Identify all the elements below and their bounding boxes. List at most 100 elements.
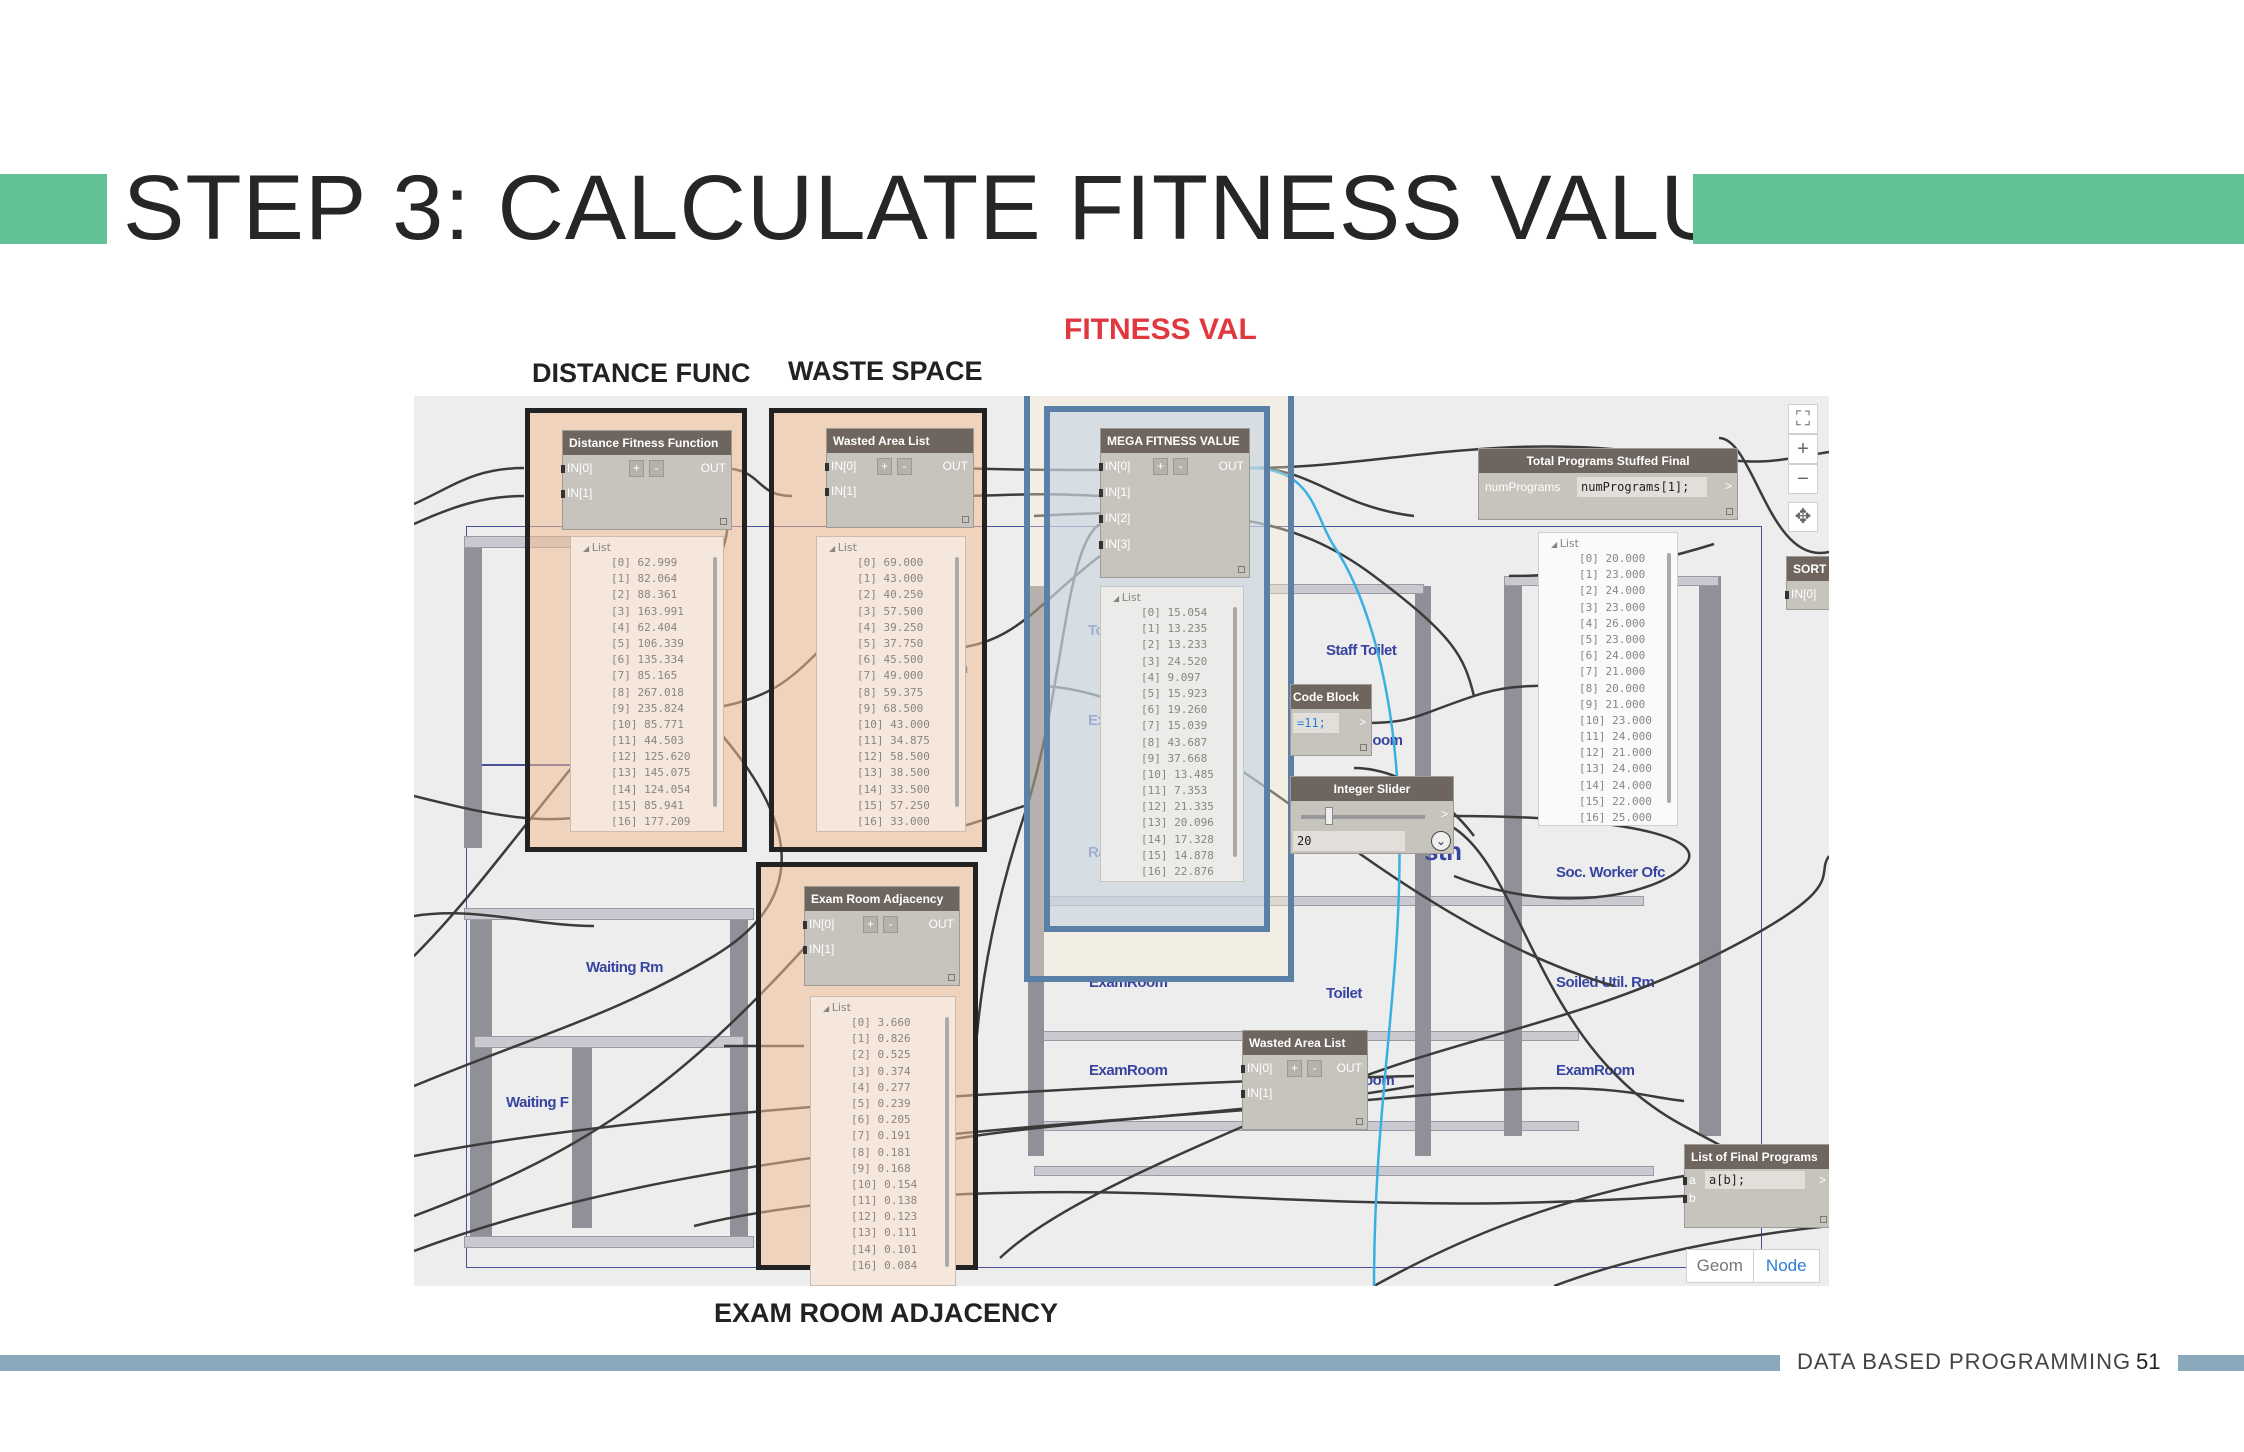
remove-input-button[interactable]: - xyxy=(1307,1060,1322,1077)
node-resize-handle[interactable] xyxy=(1360,744,1367,751)
node-sort[interactable]: SORT IN[0] xyxy=(1784,556,1829,610)
input-port[interactable]: IN[1] xyxy=(1098,485,1131,499)
list-item: [10] 13.485 xyxy=(1141,767,1214,781)
remove-input-button[interactable]: - xyxy=(649,460,664,477)
node-wasted-area-list-2[interactable]: Wasted Area List IN[0] IN[1] + - OUT xyxy=(1240,1030,1368,1130)
list-item: [1] 0.826 xyxy=(851,1032,911,1046)
remove-input-button[interactable]: - xyxy=(1173,458,1188,475)
list-scrollbar[interactable] xyxy=(713,557,717,807)
output-port[interactable]: OUT xyxy=(1336,1061,1362,1075)
list-item: [2] 13.233 xyxy=(1141,638,1208,652)
zoom-in-button[interactable]: + xyxy=(1788,434,1818,464)
code-block-input[interactable]: a[b]; xyxy=(1705,1171,1805,1189)
add-input-button[interactable]: + xyxy=(863,916,878,933)
list-item: [9] 235.824 xyxy=(611,701,684,715)
list-item: [7] 21.000 xyxy=(1579,665,1646,679)
list-item: [5] 15.923 xyxy=(1141,686,1208,700)
input-port[interactable]: IN[0] xyxy=(802,917,835,931)
output-port[interactable]: OUT xyxy=(1218,459,1244,473)
output-port[interactable]: > xyxy=(1818,1173,1826,1187)
input-port[interactable]: IN[0] xyxy=(1784,587,1817,601)
node-resize-handle[interactable] xyxy=(1726,508,1733,515)
output-port[interactable]: > xyxy=(1724,479,1732,493)
code-block-input[interactable]: numPrograms[1]; xyxy=(1577,477,1707,497)
input-port[interactable]: IN[0] xyxy=(824,459,857,473)
list-preview-wasted[interactable]: List [0] 69.000 [1] 43.000 [2] 40.250 [3] 5… xyxy=(816,536,966,832)
node-title: Distance Fitness Function xyxy=(563,431,731,455)
output-port[interactable]: OUT xyxy=(942,459,968,473)
list-items: [0] 15.054 [1] 13.235 [2] 13.233 [3] 24.520… xyxy=(1101,605,1243,880)
node-distance-fitness[interactable]: Distance Fitness Function IN[0] IN[1] + … xyxy=(560,430,732,530)
input-port[interactable]: IN[1] xyxy=(560,486,593,500)
list-item: [7] 15.039 xyxy=(1141,719,1208,733)
add-input-button[interactable]: + xyxy=(877,458,892,475)
add-input-button[interactable]: + xyxy=(629,460,644,477)
node-resize-handle[interactable] xyxy=(948,974,955,981)
input-port[interactable]: IN[0] xyxy=(1098,459,1131,473)
list-item: [6] 24.000 xyxy=(1579,649,1646,663)
label-exam-room-adjacency: EXAM ROOM ADJACENCY xyxy=(714,1298,1059,1328)
node-mega-fitness-value[interactable]: MEGA FITNESS VALUE IN[0] IN[1] IN[2] IN[… xyxy=(1098,428,1250,578)
add-input-button[interactable]: + xyxy=(1153,458,1168,475)
output-port[interactable]: > xyxy=(1440,807,1448,821)
node-code-block[interactable]: Code Block =11; > xyxy=(1290,684,1372,756)
list-item: [15] 85.941 xyxy=(611,798,684,812)
node-resize-handle[interactable] xyxy=(962,516,969,523)
list-item: [5] 0.239 xyxy=(851,1096,911,1110)
list-scrollbar[interactable] xyxy=(945,1017,949,1267)
list-scrollbar[interactable] xyxy=(1667,553,1671,803)
list-item: [14] 17.328 xyxy=(1141,832,1214,846)
code-block-input[interactable]: =11; xyxy=(1293,713,1339,733)
input-port[interactable]: IN[2] xyxy=(1098,511,1131,525)
node-canvas[interactable]: Staff Toilet Room Waiting Rm Waiting F E… xyxy=(414,396,1829,1286)
output-port[interactable]: > xyxy=(1358,715,1366,729)
remove-input-button[interactable]: - xyxy=(883,916,898,933)
footer-bar-left xyxy=(0,1355,1780,1371)
input-port[interactable]: IN[1] xyxy=(1240,1086,1273,1100)
input-port[interactable]: a xyxy=(1683,1173,1696,1187)
slider-value-field[interactable]: 20 xyxy=(1293,831,1405,851)
list-item: [16] 25.000 xyxy=(1579,811,1652,824)
add-input-button[interactable]: + xyxy=(1287,1060,1302,1077)
input-port[interactable]: IN[0] xyxy=(560,461,593,475)
view-toggle[interactable]: Geom Node xyxy=(1686,1249,1820,1283)
slider-thumb[interactable] xyxy=(1325,807,1333,825)
list-item: [8] 0.181 xyxy=(851,1145,911,1159)
geom-view-button[interactable]: Geom xyxy=(1687,1250,1754,1282)
node-resize-handle[interactable] xyxy=(1356,1118,1363,1125)
remove-input-button[interactable]: - xyxy=(897,458,912,475)
pan-icon[interactable]: ✥ xyxy=(1788,502,1818,532)
list-item: [13] 24.000 xyxy=(1579,762,1652,776)
list-item: [14] 33.500 xyxy=(857,782,930,796)
node-total-programs[interactable]: Total Programs Stuffed Final numPrograms… xyxy=(1478,448,1738,520)
input-port[interactable]: IN[1] xyxy=(802,942,835,956)
list-item: [13] 145.075 xyxy=(611,766,691,780)
list-preview-total[interactable]: List [0] 20.000 [1] 23.000 [2] 24.000 [3] 2… xyxy=(1538,532,1678,826)
input-port[interactable]: numPrograms xyxy=(1485,480,1561,494)
input-port[interactable]: IN[0] xyxy=(1240,1061,1273,1075)
list-scrollbar[interactable] xyxy=(955,557,959,807)
chevron-down-icon[interactable]: ⌄ xyxy=(1431,831,1451,851)
node-resize-handle[interactable] xyxy=(720,518,727,525)
output-port[interactable]: OUT xyxy=(700,461,726,475)
slider-track[interactable] xyxy=(1301,815,1425,819)
input-port[interactable]: IN[3] xyxy=(1098,537,1131,551)
output-port[interactable]: OUT xyxy=(928,917,954,931)
list-scrollbar[interactable] xyxy=(1233,607,1237,857)
list-preview-distance[interactable]: List [0] 62.999 [1] 82.064 [2] 88.361 [3] 1… xyxy=(570,536,724,832)
input-port[interactable]: b xyxy=(1683,1191,1696,1205)
node-wasted-area-list[interactable]: Wasted Area List IN[0] IN[1] + - OUT xyxy=(824,428,974,528)
zoom-out-button[interactable]: − xyxy=(1788,464,1818,494)
list-preview-exam[interactable]: List [0] 3.660 [1] 0.826 [2] 0.525 [3] 0.37… xyxy=(810,996,956,1286)
list-item: [12] 0.123 xyxy=(851,1210,918,1224)
node-resize-handle[interactable] xyxy=(1820,1216,1827,1223)
input-port[interactable]: IN[1] xyxy=(824,484,857,498)
node-list-of-final-programs[interactable]: List of Final Programs a b a[b]; > xyxy=(1683,1144,1829,1228)
node-resize-handle[interactable] xyxy=(1238,566,1245,573)
node-view-button[interactable]: Node xyxy=(1765,1256,1807,1275)
list-preview-mega[interactable]: List [0] 15.054 [1] 13.235 [2] 13.233 [3] 2… xyxy=(1100,586,1244,882)
fit-view-icon[interactable]: ⛶ xyxy=(1788,404,1818,434)
list-item: [1] 13.235 xyxy=(1141,622,1208,636)
node-exam-room-adjacency[interactable]: Exam Room Adjacency IN[0] IN[1] + - OUT xyxy=(802,886,960,986)
node-integer-slider[interactable]: Integer Slider > 20 ⌄ xyxy=(1290,776,1454,854)
